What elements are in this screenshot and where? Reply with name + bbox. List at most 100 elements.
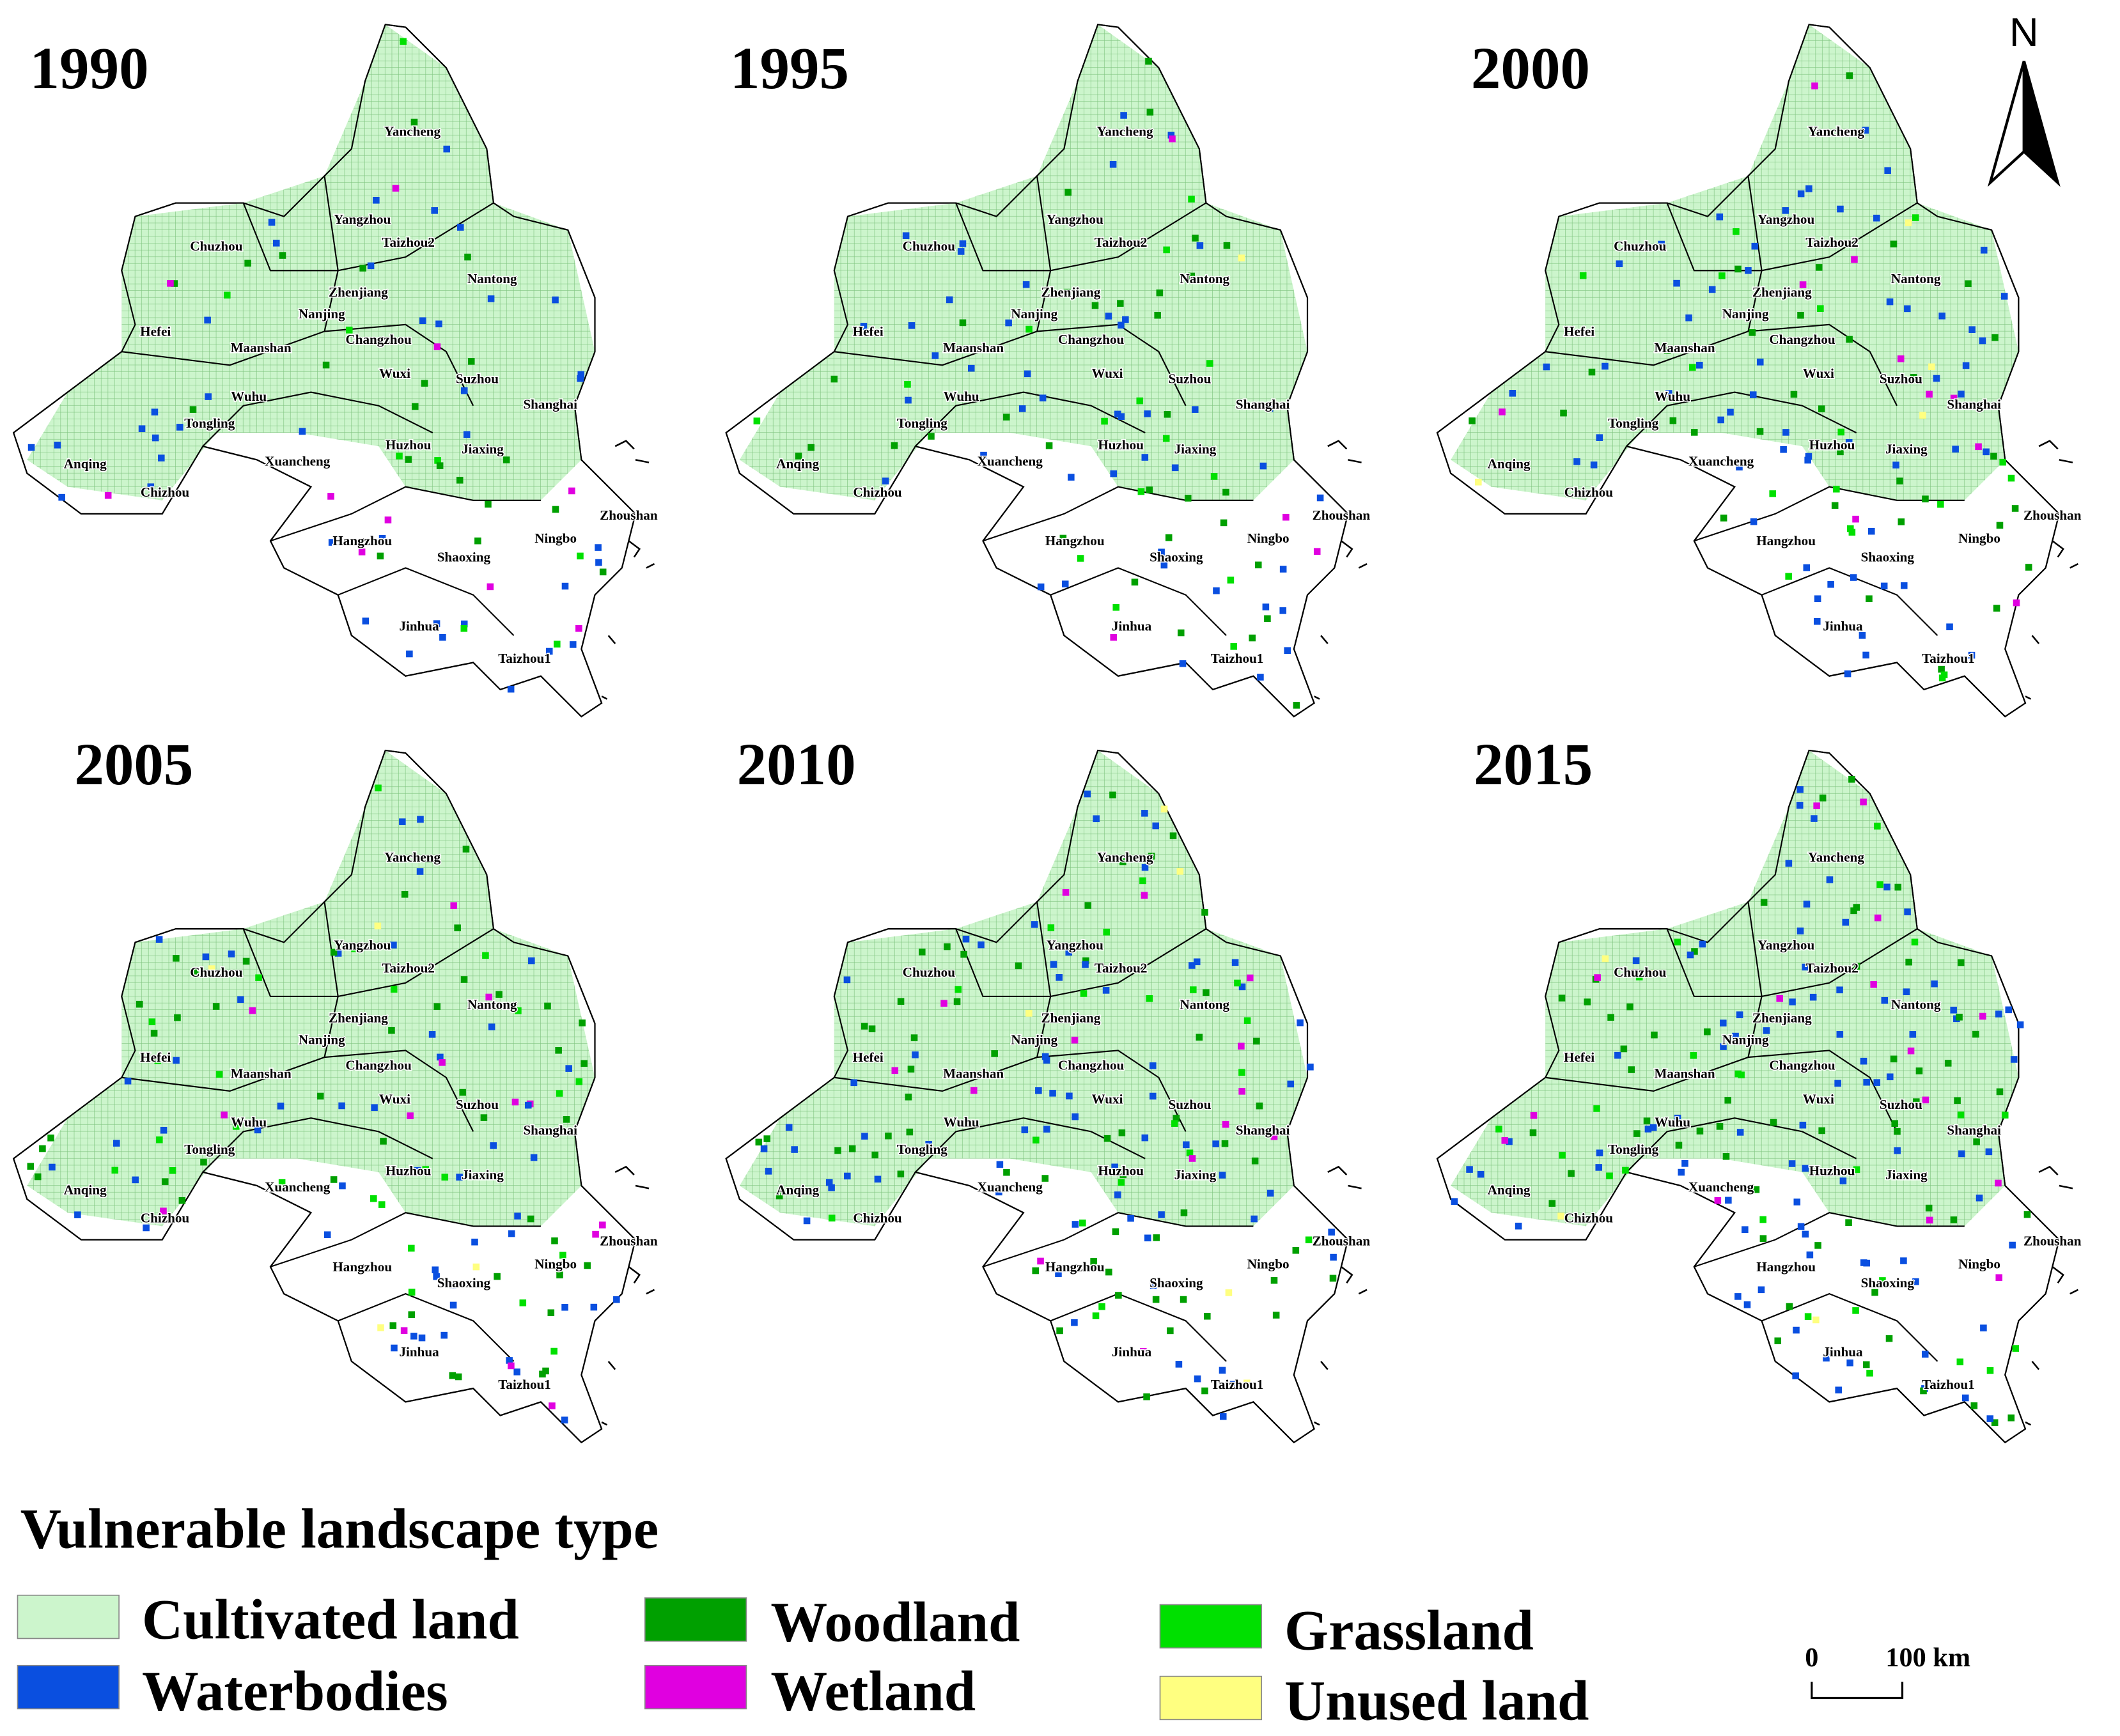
- landscape-patch: [1862, 651, 1869, 659]
- landscape-patch: [1141, 864, 1149, 871]
- landscape-patch: [272, 240, 280, 247]
- city-label: Chuzhou: [903, 238, 955, 254]
- city-border: [323, 901, 339, 1058]
- landscape-patch: [1316, 494, 1324, 502]
- landscape-patch: [1788, 1160, 1796, 1167]
- landscape-patch: [1074, 337, 1081, 345]
- landscape-patch: [1183, 1141, 1190, 1149]
- landscape-patch: [1863, 1078, 1870, 1086]
- landscape-patch: [482, 952, 489, 959]
- landscape-patch: [1495, 1126, 1502, 1133]
- landscape-patch: [1797, 311, 1804, 319]
- landscape-patch: [1169, 135, 1176, 143]
- landscape-patch: [384, 516, 392, 523]
- landscape-patch: [1602, 362, 1609, 370]
- landscape-patch: [2001, 1112, 2009, 1119]
- landscape-patch: [1047, 924, 1055, 931]
- landscape-patch: [1238, 1088, 1245, 1095]
- landscape-patch: [753, 417, 761, 424]
- landscape-patch: [1243, 1379, 1251, 1387]
- landscape-patch: [1691, 948, 1698, 955]
- landscape-patch: [449, 1282, 456, 1289]
- landscape-patch: [1120, 112, 1127, 119]
- landscape-patch: [1763, 1027, 1770, 1034]
- landscape-patch: [416, 868, 424, 875]
- landscape-patch: [1689, 364, 1696, 371]
- landscape-patch: [1084, 902, 1092, 909]
- landscape-patch: [485, 993, 492, 1001]
- city-label: Wuxi: [1092, 366, 1123, 381]
- landscape-patch: [1114, 1191, 1121, 1198]
- landscape-patch: [178, 1197, 186, 1204]
- region-border: [1436, 24, 2061, 718]
- landscape-patch: [1596, 434, 1603, 441]
- year-label: 1995: [730, 36, 849, 102]
- city-label: Zhoushan: [600, 508, 658, 523]
- landscape-patch: [552, 296, 559, 304]
- landscape-patch: [1191, 406, 1199, 413]
- landscape-patch: [1091, 302, 1099, 309]
- landscape-patch: [1991, 1419, 1999, 1426]
- landscape-patch: [1922, 495, 1929, 502]
- landscape-patch: [1056, 1327, 1063, 1335]
- landscape-patch: [1090, 1258, 1097, 1265]
- landscape-patch: [1071, 1036, 1079, 1044]
- coast-islands: [2025, 1165, 2079, 1426]
- city-label: Xuancheng: [265, 1179, 331, 1195]
- legend-swatch: [1159, 1675, 1262, 1721]
- landscape-patch: [191, 967, 199, 975]
- city-label: Zhoushan: [1313, 1234, 1371, 1249]
- landscape-patch: [1770, 1119, 1777, 1126]
- landscape-patch: [1827, 581, 1834, 588]
- landscape-patch: [556, 1090, 563, 1097]
- landscape-patch: [1167, 132, 1175, 139]
- landscape-patch: [1098, 1303, 1105, 1310]
- landscape-patch: [1884, 167, 1891, 174]
- landscape-patch: [1738, 1071, 1745, 1079]
- landscape-patch: [1223, 242, 1231, 249]
- city-label: Hefei: [140, 323, 171, 339]
- landscape-patch: [1501, 1137, 1509, 1144]
- city-label: Jiaxing: [1885, 441, 1928, 456]
- landscape-patch: [556, 1271, 563, 1279]
- landscape-patch: [1803, 901, 1811, 908]
- landscape-patch: [1171, 464, 1179, 472]
- landscape-patch: [1871, 1289, 1878, 1296]
- landscape-patch: [1175, 1361, 1183, 1368]
- city-label: Shanghai: [1236, 397, 1290, 412]
- landscape-patch: [2009, 1241, 2016, 1249]
- landscape-patch: [1850, 907, 1857, 915]
- landscape-patch: [1696, 1128, 1704, 1135]
- landscape-patch: [1043, 1126, 1050, 1133]
- landscape-patch: [1062, 888, 1070, 896]
- legend-label: Wetland: [770, 1661, 976, 1723]
- landscape-patch: [545, 647, 553, 655]
- landscape-patch: [1102, 987, 1110, 994]
- city-label: Taizhou1: [1922, 651, 1975, 666]
- landscape-patch: [208, 965, 215, 972]
- landscape-patch: [1039, 394, 1047, 401]
- landscape-patch: [1105, 1268, 1112, 1276]
- landscape-patch: [1176, 868, 1184, 875]
- year-label: 2005: [74, 732, 193, 798]
- landscape-patch: [511, 1098, 519, 1106]
- landscape-patch: [2007, 1414, 2015, 1422]
- landscape-patch: [436, 462, 444, 469]
- landscape-patch: [1759, 1235, 1767, 1242]
- landscape-patch: [1150, 1282, 1157, 1289]
- city-label: Hefei: [853, 1050, 884, 1065]
- landscape-patch: [1848, 775, 1855, 783]
- landscape-patch: [868, 1025, 876, 1032]
- landscape-patch: [1714, 1197, 1722, 1204]
- landscape-patch: [1900, 582, 1908, 589]
- landscape-patch: [472, 1263, 480, 1271]
- landscape-patch: [1774, 1337, 1782, 1345]
- landscape-patch: [1256, 1102, 1263, 1110]
- city-border: [1050, 1293, 1227, 1362]
- city-label: Nantong: [1891, 271, 1941, 286]
- landscape-patch: [1059, 534, 1067, 542]
- city-label: Chuzhou: [190, 965, 242, 980]
- landscape-patch: [1815, 264, 1823, 271]
- landscape-patch: [1752, 1186, 1760, 1193]
- landscape-patch: [1141, 810, 1148, 817]
